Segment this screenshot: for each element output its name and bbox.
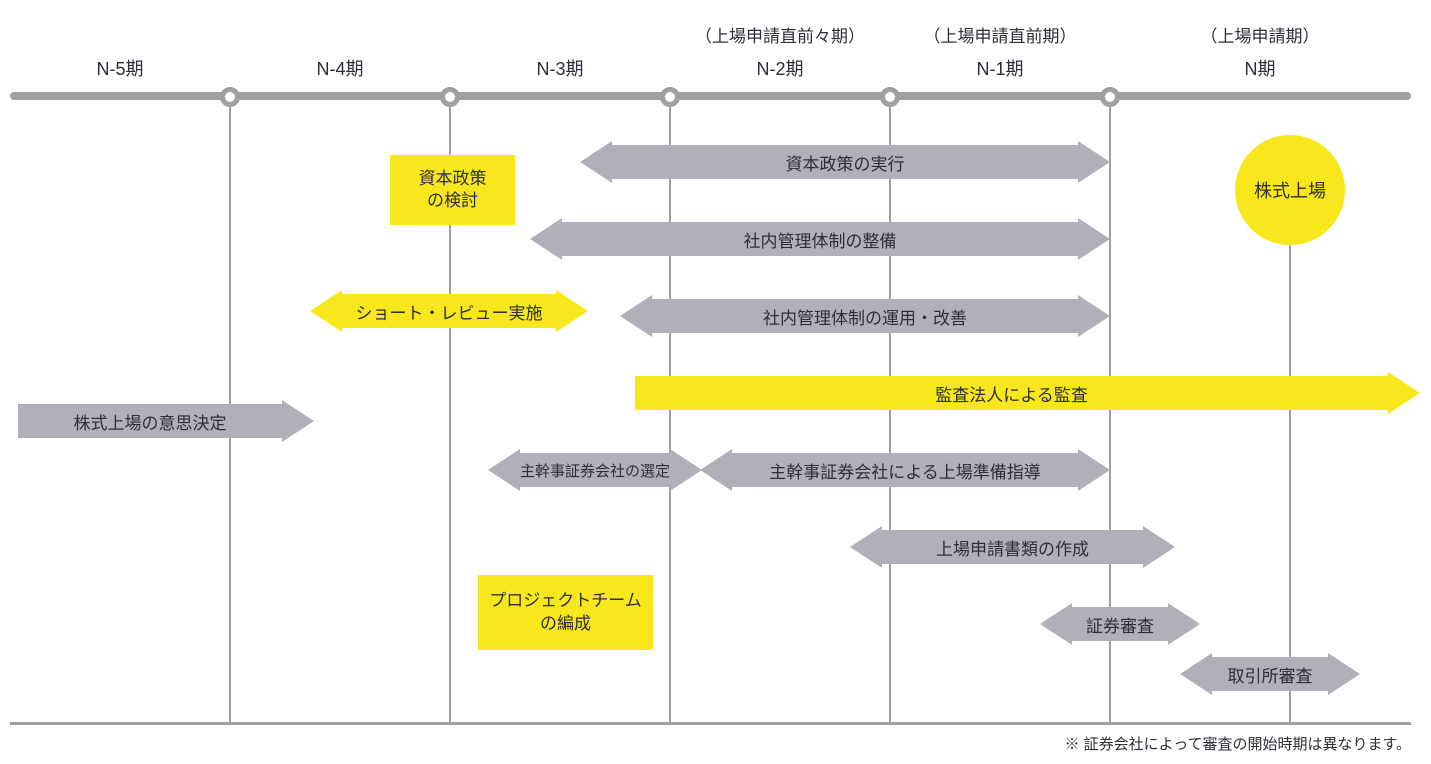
period-label: N-4期 — [280, 55, 400, 81]
arrow-head-right — [1328, 653, 1360, 695]
arrow-head-right — [1078, 218, 1110, 260]
timeline-arrow: 監査法人による監査 — [635, 372, 1420, 414]
timeline-arrow: 主幹事証券会社による上場準備指導 — [700, 449, 1110, 491]
arrow-label: 証券審査 — [1072, 607, 1168, 641]
arrow-label: 社内管理体制の運用・改善 — [652, 299, 1078, 333]
arrow-label: 主幹事証券会社による上場準備指導 — [732, 453, 1078, 487]
period-label: N-5期 — [60, 55, 180, 81]
arrow-head-left — [700, 449, 732, 491]
arrow-label: 上場申請書類の作成 — [882, 530, 1143, 564]
period-sublabel: （上場申請直前々期） — [680, 22, 880, 47]
arrow-head-left — [310, 290, 342, 332]
timeline-arrow: ショート・レビュー実施 — [310, 290, 588, 332]
timeline-arrow: 社内管理体制の運用・改善 — [620, 295, 1110, 337]
arrow-label: 株式上場の意思決定 — [18, 404, 282, 438]
period-label: N期 — [1200, 55, 1320, 81]
arrow-head-left — [580, 141, 612, 183]
arrow-head-right — [1388, 372, 1420, 414]
arrow-head-right — [1078, 141, 1110, 183]
arrow-head-left — [488, 449, 520, 491]
timeline-arrow: 株式上場の意思決定 — [18, 400, 314, 442]
arrow-head-right — [556, 290, 588, 332]
arrow-label: 資本政策の実行 — [612, 145, 1078, 179]
period-sublabel: （上場申請直前期） — [900, 22, 1100, 47]
timeline-dot — [880, 87, 900, 107]
arrow-head-left — [620, 295, 652, 337]
timeline-arrow: 社内管理体制の整備 — [530, 218, 1110, 260]
arrow-head-right — [1078, 295, 1110, 337]
timeline-arrow: 主幹事証券会社の選定 — [488, 449, 700, 491]
arrow-head-left — [850, 526, 882, 568]
arrow-head-left — [1040, 603, 1072, 645]
footnote-text: ※ 証券会社によって審査の開始時期は異なります。 — [1065, 733, 1411, 754]
period-sublabel: （上場申請期） — [1160, 22, 1360, 47]
arrow-head-right — [282, 400, 314, 442]
arrow-head-left — [1180, 653, 1212, 695]
timeline-divider — [10, 722, 1411, 725]
arrow-head-left — [530, 218, 562, 260]
ipo-timeline-diagram: N-5期 N-4期 N-3期 （上場申請直前々期） N-2期 （上場申請直前期） N-1期 （… — [0, 0, 1431, 764]
arrow-head-right — [670, 449, 702, 491]
arrow-head-right — [1078, 449, 1110, 491]
arrow-head-right — [1143, 526, 1175, 568]
timeline-box: 資本政策 の検討 — [390, 155, 515, 225]
timeline-arrow: 上場申請書類の作成 — [850, 526, 1175, 568]
timeline-dot — [660, 87, 680, 107]
timeline-dot — [220, 87, 240, 107]
timeline-arrow: 証券審査 — [1040, 603, 1200, 645]
timeline-dot — [440, 87, 460, 107]
arrow-head-right — [1168, 603, 1200, 645]
period-label: N-2期 — [720, 55, 840, 81]
timeline-dot — [1100, 87, 1120, 107]
arrow-label: 社内管理体制の整備 — [562, 222, 1078, 256]
period-label: N-3期 — [500, 55, 620, 81]
arrow-label: 主幹事証券会社の選定 — [520, 453, 670, 487]
arrow-label: 取引所審査 — [1212, 657, 1328, 691]
timeline-arrow: 取引所審査 — [1180, 653, 1360, 695]
period-label: N-1期 — [940, 55, 1060, 81]
circle-stem — [1289, 245, 1291, 722]
arrow-label: 監査法人による監査 — [635, 376, 1388, 410]
timeline-box: プロジェクトチーム の編成 — [478, 575, 653, 650]
ipo-circle: 株式上場 — [1235, 135, 1345, 245]
arrow-label: ショート・レビュー実施 — [342, 294, 556, 328]
timeline-arrow: 資本政策の実行 — [580, 141, 1110, 183]
